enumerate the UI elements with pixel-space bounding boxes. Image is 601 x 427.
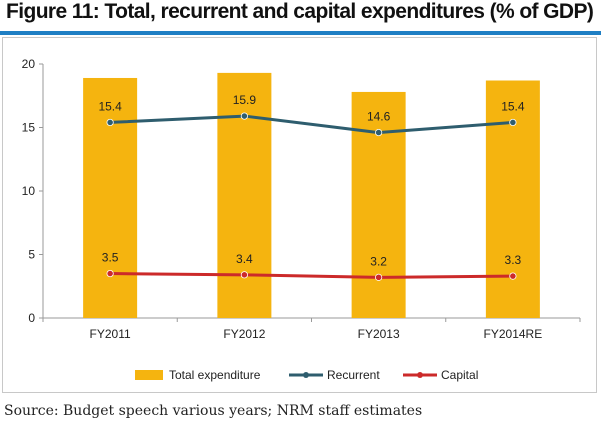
y-tick-label: 5 <box>28 248 35 262</box>
y-tick-label: 0 <box>28 311 35 325</box>
data-label-capital: 3.3 <box>505 253 522 267</box>
bar-total-expenditure <box>351 91 406 318</box>
bar-total-expenditure <box>217 72 272 318</box>
bar-total-expenditure <box>83 77 138 318</box>
legend-label-capital: Capital <box>441 368 478 382</box>
y-tick-label: 20 <box>22 57 36 71</box>
data-label-capital: 3.2 <box>370 254 387 268</box>
data-label-recurrent: 15.4 <box>98 99 122 113</box>
point-capital <box>106 269 114 278</box>
expenditure-chart: 0 5 10 15 20 FY2011 FY2012 FY2013 FY2014RE 15.4 15… <box>22 57 581 382</box>
legend-marker-capital <box>417 372 423 378</box>
point-recurrent <box>240 112 248 120</box>
data-label-recurrent: 14.6 <box>367 110 391 124</box>
chart-frame: 0 5 10 15 20 FY2011 FY2012 FY2013 FY2014RE 15.4 15… <box>2 37 597 393</box>
data-label-recurrent: 15.9 <box>233 93 257 107</box>
x-tick-label: FY2012 <box>223 327 265 341</box>
title-underline <box>0 31 601 35</box>
legend-label-total-expenditure: Total expenditure <box>169 368 261 382</box>
point-recurrent <box>375 128 383 137</box>
point-capital <box>509 272 517 280</box>
series-line-capital <box>110 272 513 279</box>
point-recurrent <box>106 118 114 127</box>
legend-label-recurrent: Recurrent <box>327 368 380 382</box>
x-tick-label: FY2013 <box>358 327 400 341</box>
legend-marker-recurrent <box>303 372 309 378</box>
figure-title: Figure 11: Total, recurrent and capital … <box>6 0 594 23</box>
legend-swatch-total-expenditure <box>135 370 163 380</box>
x-tick-label: FY2011 <box>90 327 131 341</box>
data-label-capital: 3.4 <box>236 252 253 266</box>
data-label-recurrent: 15.4 <box>501 99 525 113</box>
source-note: Source: Budget speech various years; NRM… <box>4 403 423 419</box>
point-capital <box>375 273 383 281</box>
point-capital <box>240 271 248 279</box>
point-recurrent <box>509 118 517 127</box>
x-tick-label: FY2014RE <box>484 327 543 341</box>
y-tick-label: 10 <box>22 184 36 198</box>
series-line-recurrent <box>110 114 513 135</box>
bar-total-expenditure <box>485 80 540 318</box>
y-tick-label: 15 <box>22 121 36 135</box>
data-label-capital: 3.5 <box>102 251 119 265</box>
